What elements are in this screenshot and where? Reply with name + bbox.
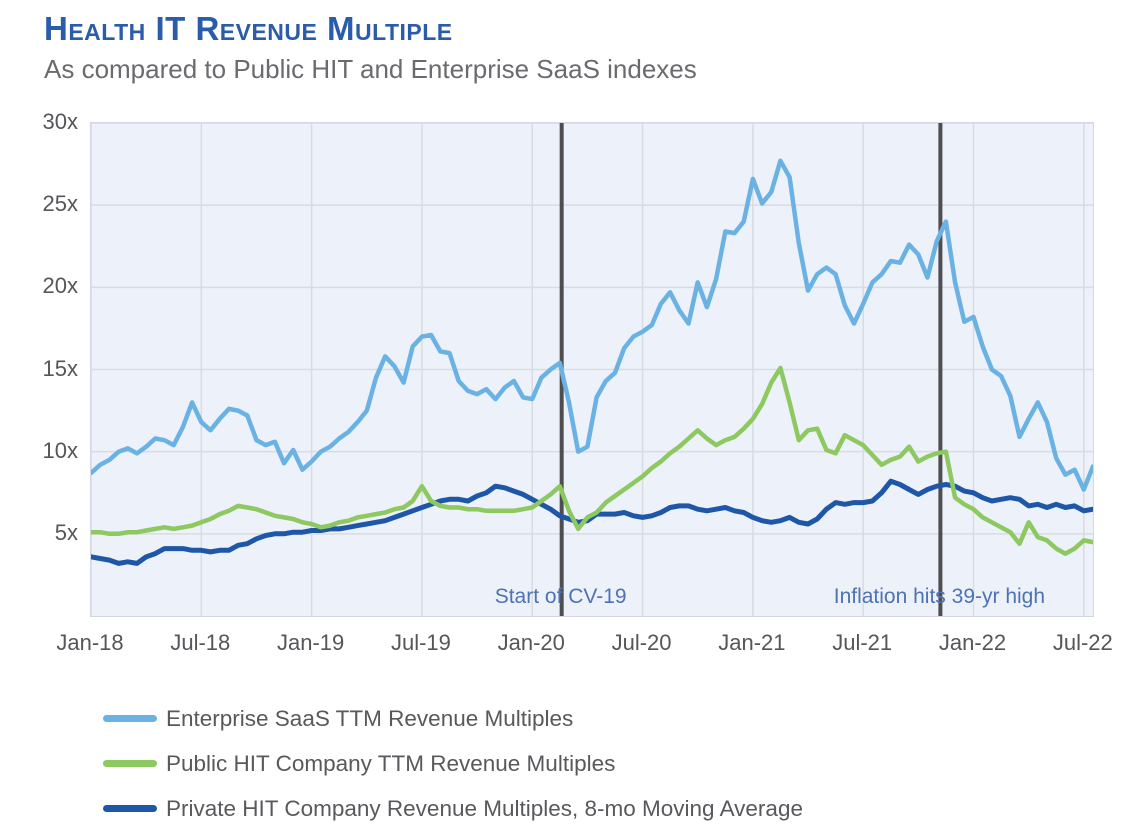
annotation-inflation-39yr-high: Inflation hits 39-yr high (833, 585, 1046, 608)
x-tick-label: Jul-21 (832, 630, 893, 655)
legend-item-private-hit: Private HIT Company Revenue Multiples, 8… (103, 786, 803, 831)
chart-canvas (91, 123, 1093, 616)
chart-plot-area (90, 122, 1094, 617)
annotation-start-of-cv19: Start of CV-19 (494, 585, 627, 608)
private-hit-line-swatch-icon (103, 805, 157, 812)
x-tick-label: Jan-22 (938, 630, 1007, 655)
y-tick-label: 15x (42, 355, 78, 381)
x-tick-label: Jul-20 (611, 630, 672, 655)
x-tick-label: Jul-19 (390, 630, 451, 655)
page-title: Health IT Revenue Multiple (44, 10, 453, 47)
x-tick-label: Jul-22 (1052, 630, 1113, 655)
x-tick-label: Jan-19 (276, 630, 345, 655)
chart-legend: Enterprise SaaS TTM Revenue Multiples Pu… (103, 696, 803, 831)
x-tick-label: Jul-18 (170, 630, 231, 655)
x-tick-label: Jan-20 (497, 630, 565, 655)
legend-item-enterprise-saas: Enterprise SaaS TTM Revenue Multiples (103, 696, 803, 741)
page-subtitle: As compared to Public HIT and Enterprise… (44, 54, 697, 84)
enterprise-saas-line-swatch-icon (103, 715, 157, 722)
legend-label: Public HIT Company TTM Revenue Multiples (166, 750, 616, 776)
x-tick-label: Jan-18 (56, 630, 124, 655)
legend-item-public-hit: Public HIT Company TTM Revenue Multiples (103, 741, 803, 786)
x-tick-label: Jan-21 (718, 630, 786, 655)
y-tick-label: 30x (42, 109, 78, 134)
public-hit-line-swatch-icon (103, 760, 157, 767)
legend-label: Enterprise SaaS TTM Revenue Multiples (166, 705, 574, 731)
legend-label: Private HIT Company Revenue Multiples, 8… (166, 795, 803, 821)
y-tick-label: 25x (42, 191, 78, 217)
y-tick-label: 20x (42, 273, 78, 299)
y-tick-label: 5x (54, 519, 78, 545)
y-tick-label: 10x (42, 437, 78, 463)
